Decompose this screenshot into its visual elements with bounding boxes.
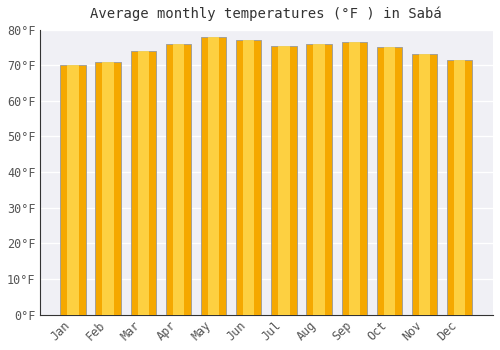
- Bar: [377, 47, 402, 315]
- Bar: [102, 62, 114, 315]
- Bar: [342, 42, 367, 315]
- Bar: [384, 47, 395, 315]
- Bar: [272, 46, 296, 315]
- Bar: [314, 44, 325, 315]
- Bar: [454, 60, 466, 315]
- Bar: [130, 51, 156, 315]
- Bar: [236, 40, 262, 315]
- Bar: [67, 65, 78, 315]
- Bar: [172, 44, 184, 315]
- Bar: [348, 42, 360, 315]
- Bar: [306, 44, 332, 315]
- Bar: [278, 46, 289, 315]
- Bar: [243, 40, 254, 315]
- Bar: [60, 65, 86, 315]
- Bar: [419, 55, 430, 315]
- Bar: [138, 51, 149, 315]
- Bar: [447, 60, 472, 315]
- Bar: [208, 37, 220, 315]
- Bar: [166, 44, 191, 315]
- Bar: [201, 37, 226, 315]
- Title: Average monthly temperatures (°F ) in Sabá: Average monthly temperatures (°F ) in Sa…: [90, 7, 442, 21]
- Bar: [96, 62, 120, 315]
- Bar: [412, 55, 438, 315]
